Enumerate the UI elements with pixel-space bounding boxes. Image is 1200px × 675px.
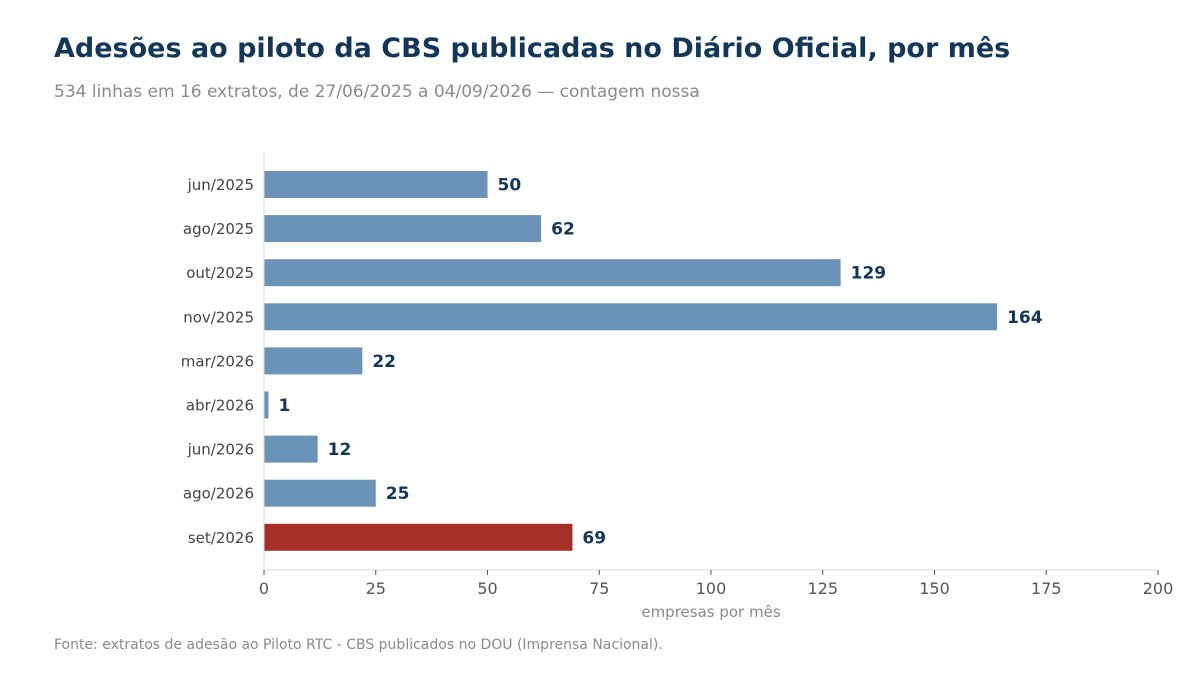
x-tick-label: 150: [919, 579, 950, 598]
chart-subtitle: 534 linhas em 16 extratos, de 27/06/2025…: [54, 82, 700, 102]
bar-ago-2026: [264, 479, 376, 507]
bar-jun-2026: [264, 435, 318, 463]
bar-abr-2026: [264, 391, 269, 419]
bar-mar-2026: [264, 347, 363, 375]
x-tick-label: 25: [366, 579, 386, 598]
category-label: ago/2025: [183, 220, 254, 238]
value-label: 164: [1007, 308, 1043, 328]
x-tick-label: 125: [807, 579, 838, 598]
category-label: out/2025: [186, 264, 254, 282]
value-labels: 50 62 129 164 22 1 12 25 69: [278, 176, 1042, 549]
category-label: abr/2026: [186, 397, 254, 415]
chart-title: Adesões ao piloto da CBS publicadas no D…: [54, 33, 1011, 64]
x-tick-label: 100: [696, 579, 727, 598]
value-label: 12: [328, 440, 352, 460]
x-tick-label: 175: [1031, 579, 1062, 598]
x-tick-label: 50: [477, 579, 497, 598]
category-label: set/2026: [188, 529, 254, 547]
bar-ago-2025: [264, 215, 542, 243]
category-label: mar/2026: [181, 352, 254, 370]
value-label: 50: [498, 176, 522, 196]
category-label: jun/2025: [187, 176, 254, 194]
bar-jun-2025: [264, 171, 488, 198]
x-tick-label: 75: [589, 579, 609, 598]
value-label: 62: [551, 220, 575, 240]
category-label: jun/2026: [187, 441, 254, 459]
value-label: 69: [582, 528, 606, 548]
source-note: Fonte: extratos de adesão ao Piloto RTC …: [54, 637, 663, 653]
category-labels: jun/2025 ago/2025 out/2025 nov/2025 mar/2026…: [181, 176, 254, 547]
x-tick-label: 200: [1143, 579, 1174, 598]
x-axis-ticks: 0 25 50 75 100 125 150 175 200: [259, 570, 1173, 598]
value-label: 22: [372, 352, 396, 372]
bars-group: [264, 171, 998, 551]
bar-set-2026: [264, 523, 573, 551]
category-label: ago/2026: [183, 485, 254, 503]
x-axis-title: empresas por mês: [641, 603, 780, 621]
value-label: 25: [386, 484, 410, 504]
bar-out-2025: [264, 259, 841, 287]
value-label: 129: [851, 264, 887, 284]
value-label: 1: [278, 396, 290, 416]
category-label: nov/2025: [183, 308, 254, 326]
bar-nov-2025: [264, 303, 998, 331]
x-tick-label: 0: [259, 579, 269, 598]
